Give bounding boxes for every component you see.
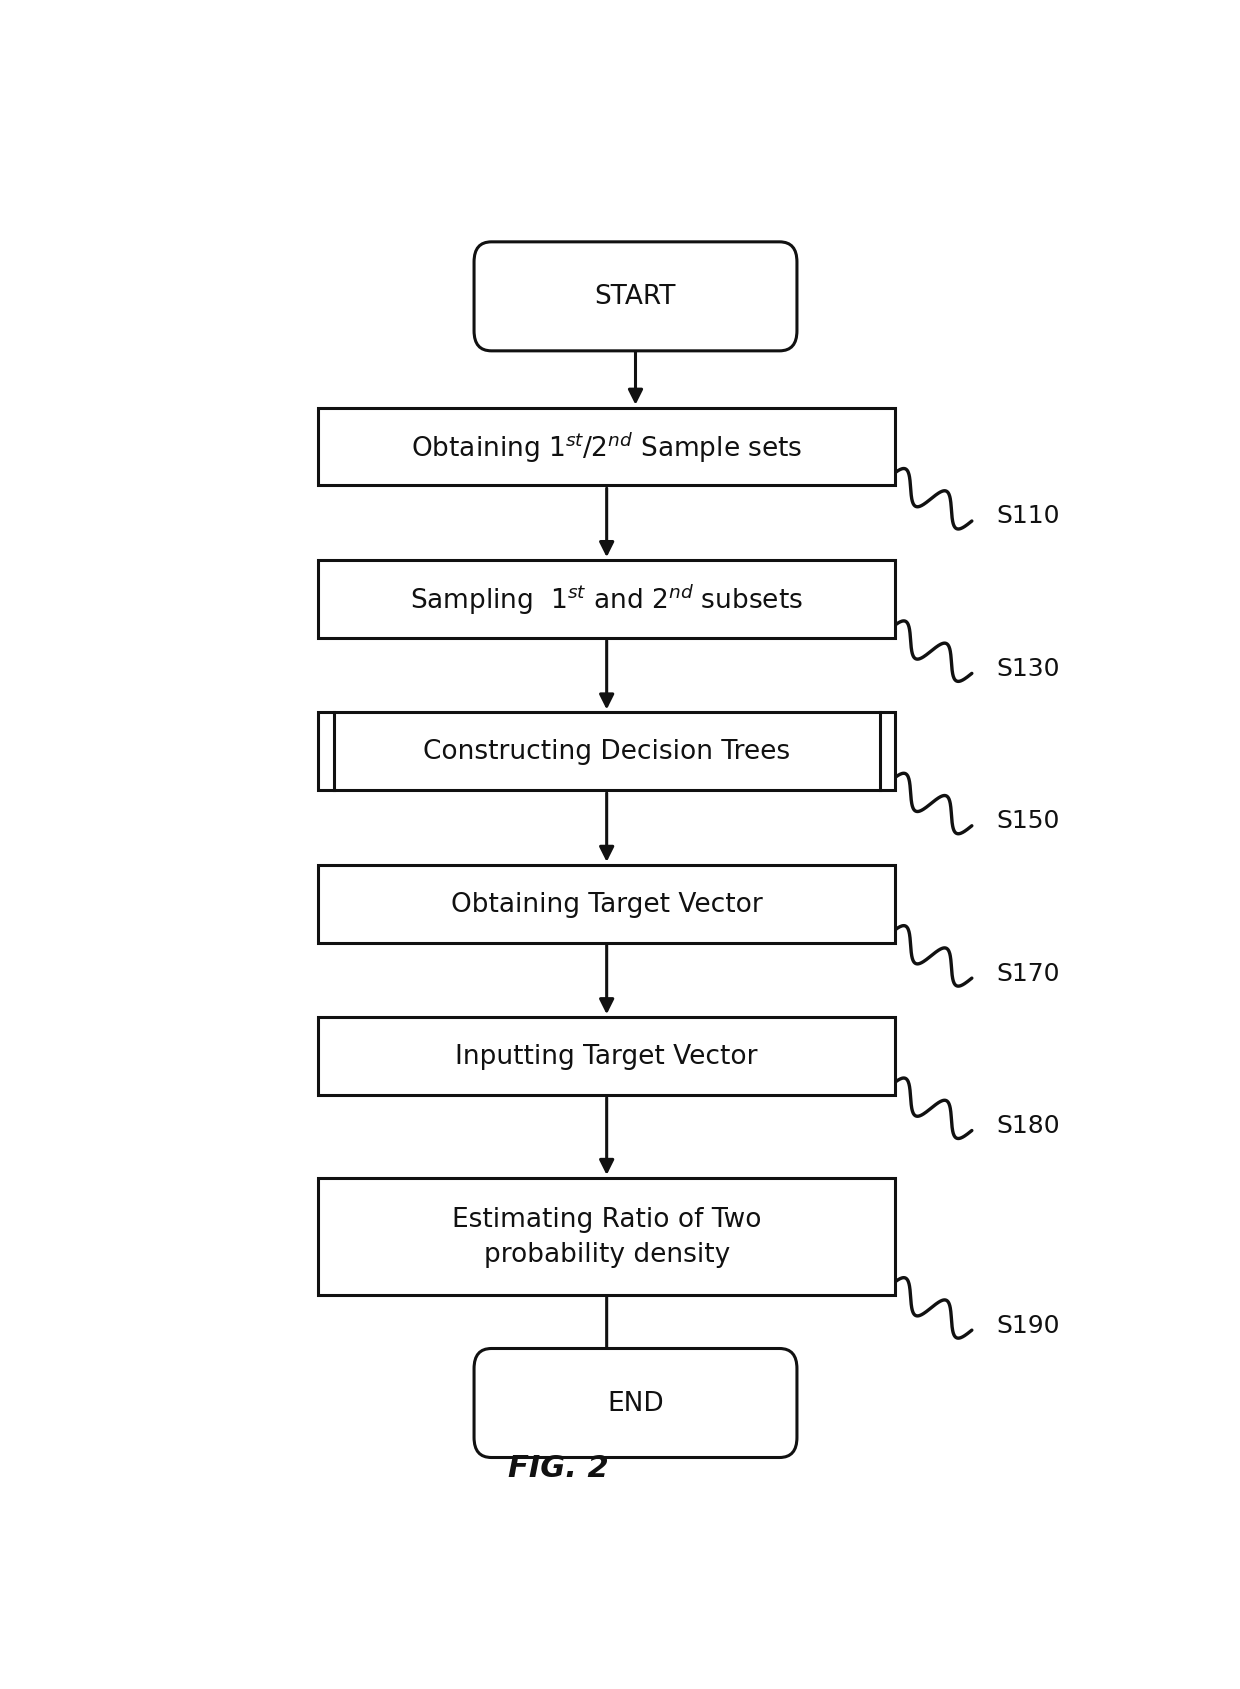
Text: Sampling  1$^{st}$ and 2$^{nd}$ subsets: Sampling 1$^{st}$ and 2$^{nd}$ subsets	[410, 583, 804, 616]
Text: S180: S180	[996, 1113, 1059, 1137]
Text: Constructing Decision Trees: Constructing Decision Trees	[423, 738, 790, 765]
Text: S130: S130	[996, 657, 1059, 681]
Text: Inputting Target Vector: Inputting Target Vector	[455, 1044, 758, 1069]
Text: Obtaining 1$^{st}$/2$^{nd}$ Sample sets: Obtaining 1$^{st}$/2$^{nd}$ Sample sets	[410, 431, 802, 464]
FancyBboxPatch shape	[474, 1350, 797, 1458]
Bar	[319, 713, 895, 790]
Text: START: START	[595, 284, 676, 311]
Text: S170: S170	[996, 961, 1059, 985]
Bar	[319, 1017, 895, 1094]
Text: END: END	[608, 1390, 663, 1415]
Bar	[319, 561, 895, 638]
Text: S110: S110	[996, 503, 1059, 529]
Text: S190: S190	[996, 1312, 1059, 1336]
Text: FIG. 2: FIG. 2	[508, 1453, 609, 1483]
Bar	[319, 865, 895, 942]
Text: Estimating Ratio of Two
probability density: Estimating Ratio of Two probability dens…	[451, 1206, 761, 1267]
Text: S150: S150	[996, 809, 1059, 833]
FancyBboxPatch shape	[474, 243, 797, 351]
Text: Obtaining Target Vector: Obtaining Target Vector	[451, 892, 763, 917]
Bar	[319, 1179, 895, 1295]
Bar	[319, 409, 895, 486]
